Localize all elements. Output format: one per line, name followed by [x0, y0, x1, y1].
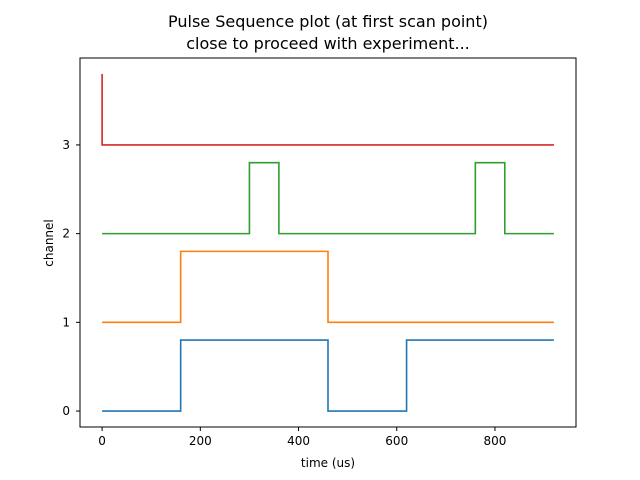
x-tick-label: 600 — [385, 434, 408, 448]
chart-title-line-1: Pulse Sequence plot (at first scan point… — [168, 12, 488, 31]
x-axis-label: time (us) — [301, 456, 355, 470]
series-line-0 — [102, 339, 554, 412]
series-line-2 — [102, 161, 554, 235]
chart-title-line-2: close to proceed with experiment... — [186, 34, 470, 53]
y-axis-label: channel — [42, 219, 56, 266]
y-tick-label: 0 — [62, 404, 70, 418]
x-tick-label: 0 — [98, 434, 106, 448]
x-tick-label: 200 — [189, 434, 212, 448]
x-tick-label: 800 — [484, 434, 507, 448]
series-layer — [101, 73, 554, 412]
series-line-1 — [102, 250, 554, 324]
y-tick-label: 2 — [62, 227, 70, 241]
series-line-3 — [101, 73, 554, 146]
y-tick-label: 1 — [62, 315, 70, 329]
plot-frame — [79, 57, 577, 428]
ticks-layer: 0 200 400 600 800 0 1 2 3 — [62, 138, 506, 448]
y-tick-label: 3 — [62, 138, 70, 152]
x-tick-label: 400 — [287, 434, 310, 448]
